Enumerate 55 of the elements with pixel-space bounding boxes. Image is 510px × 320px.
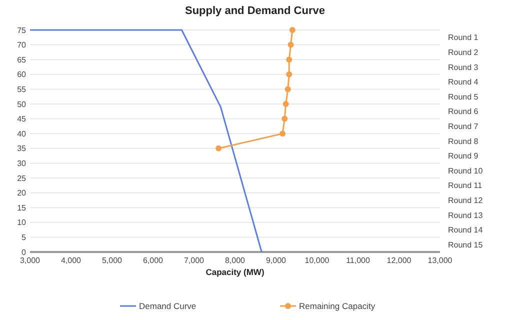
point: [284, 86, 291, 92]
category-label: Round 3: [448, 62, 478, 72]
x-tick-label: 3,000: [20, 256, 41, 265]
category-label: Round 15: [448, 240, 483, 250]
category-label: Round 9: [448, 152, 478, 161]
chart-title: Supply and Demand Curve: [185, 5, 325, 17]
y-tick-label: 30: [17, 159, 27, 168]
category-label: Round 11: [448, 181, 482, 190]
x-tick-label: 5,000: [102, 256, 123, 265]
point: [216, 145, 222, 152]
point: [282, 101, 289, 107]
point: [282, 116, 288, 122]
x-tick-label: 6,000: [142, 256, 164, 265]
x-tick-label: 4,000: [60, 256, 82, 265]
category-label: Round 1: [448, 33, 478, 42]
x-tick-label: 13,000: [428, 256, 453, 265]
y-tick-label: 75: [17, 26, 27, 35]
y-tick-label: 60: [17, 70, 27, 80]
y-tick-label: 35: [17, 144, 27, 154]
category-label: Round 13: [448, 210, 483, 220]
y-tick-label: 20: [17, 188, 27, 198]
category-label: Round 14: [448, 226, 483, 235]
y-tick-label: 65: [17, 55, 27, 64]
x-tick-label: 11,000: [346, 256, 370, 265]
legend-label: Demand Curve: [139, 300, 196, 311]
y-tick-label: 10: [17, 218, 27, 228]
x-tick-label: 9,000: [266, 256, 287, 265]
y-tick-label: 5: [22, 233, 27, 242]
category-label: Round 7: [448, 122, 478, 131]
x-tick-label: 8,000: [224, 256, 246, 265]
legend-label: Remaining Capacity: [299, 300, 376, 311]
x-tick-label: 10,000: [304, 256, 330, 265]
point: [280, 130, 286, 137]
point: [288, 42, 294, 48]
y-tick-label: 15: [17, 203, 27, 212]
y-tick-label: 25: [17, 174, 27, 183]
category-label: Round 2: [448, 48, 478, 57]
category-label: Round 5: [448, 92, 478, 102]
category-label: Round 8: [448, 136, 478, 146]
y-tick-label: 40: [17, 129, 27, 138]
y-tick-label: 0: [22, 248, 27, 257]
y-tick-label: 55: [17, 85, 27, 94]
y-tick-label: 45: [17, 114, 27, 124]
x-tick-label: 12,000: [386, 256, 412, 265]
y-tick-label: 70: [17, 40, 27, 50]
y-tick-label: 50: [17, 100, 27, 109]
category-label: Round 12: [448, 196, 483, 205]
point: [286, 56, 292, 63]
category-label: Round 10: [448, 166, 483, 176]
x-axis-title: Capacity (MW): [206, 267, 264, 277]
category-label: Round 6: [448, 107, 478, 116]
point: [289, 27, 296, 33]
point: [286, 71, 292, 78]
category-label: Round 4: [448, 78, 478, 87]
x-tick-label: 7,000: [184, 256, 205, 265]
